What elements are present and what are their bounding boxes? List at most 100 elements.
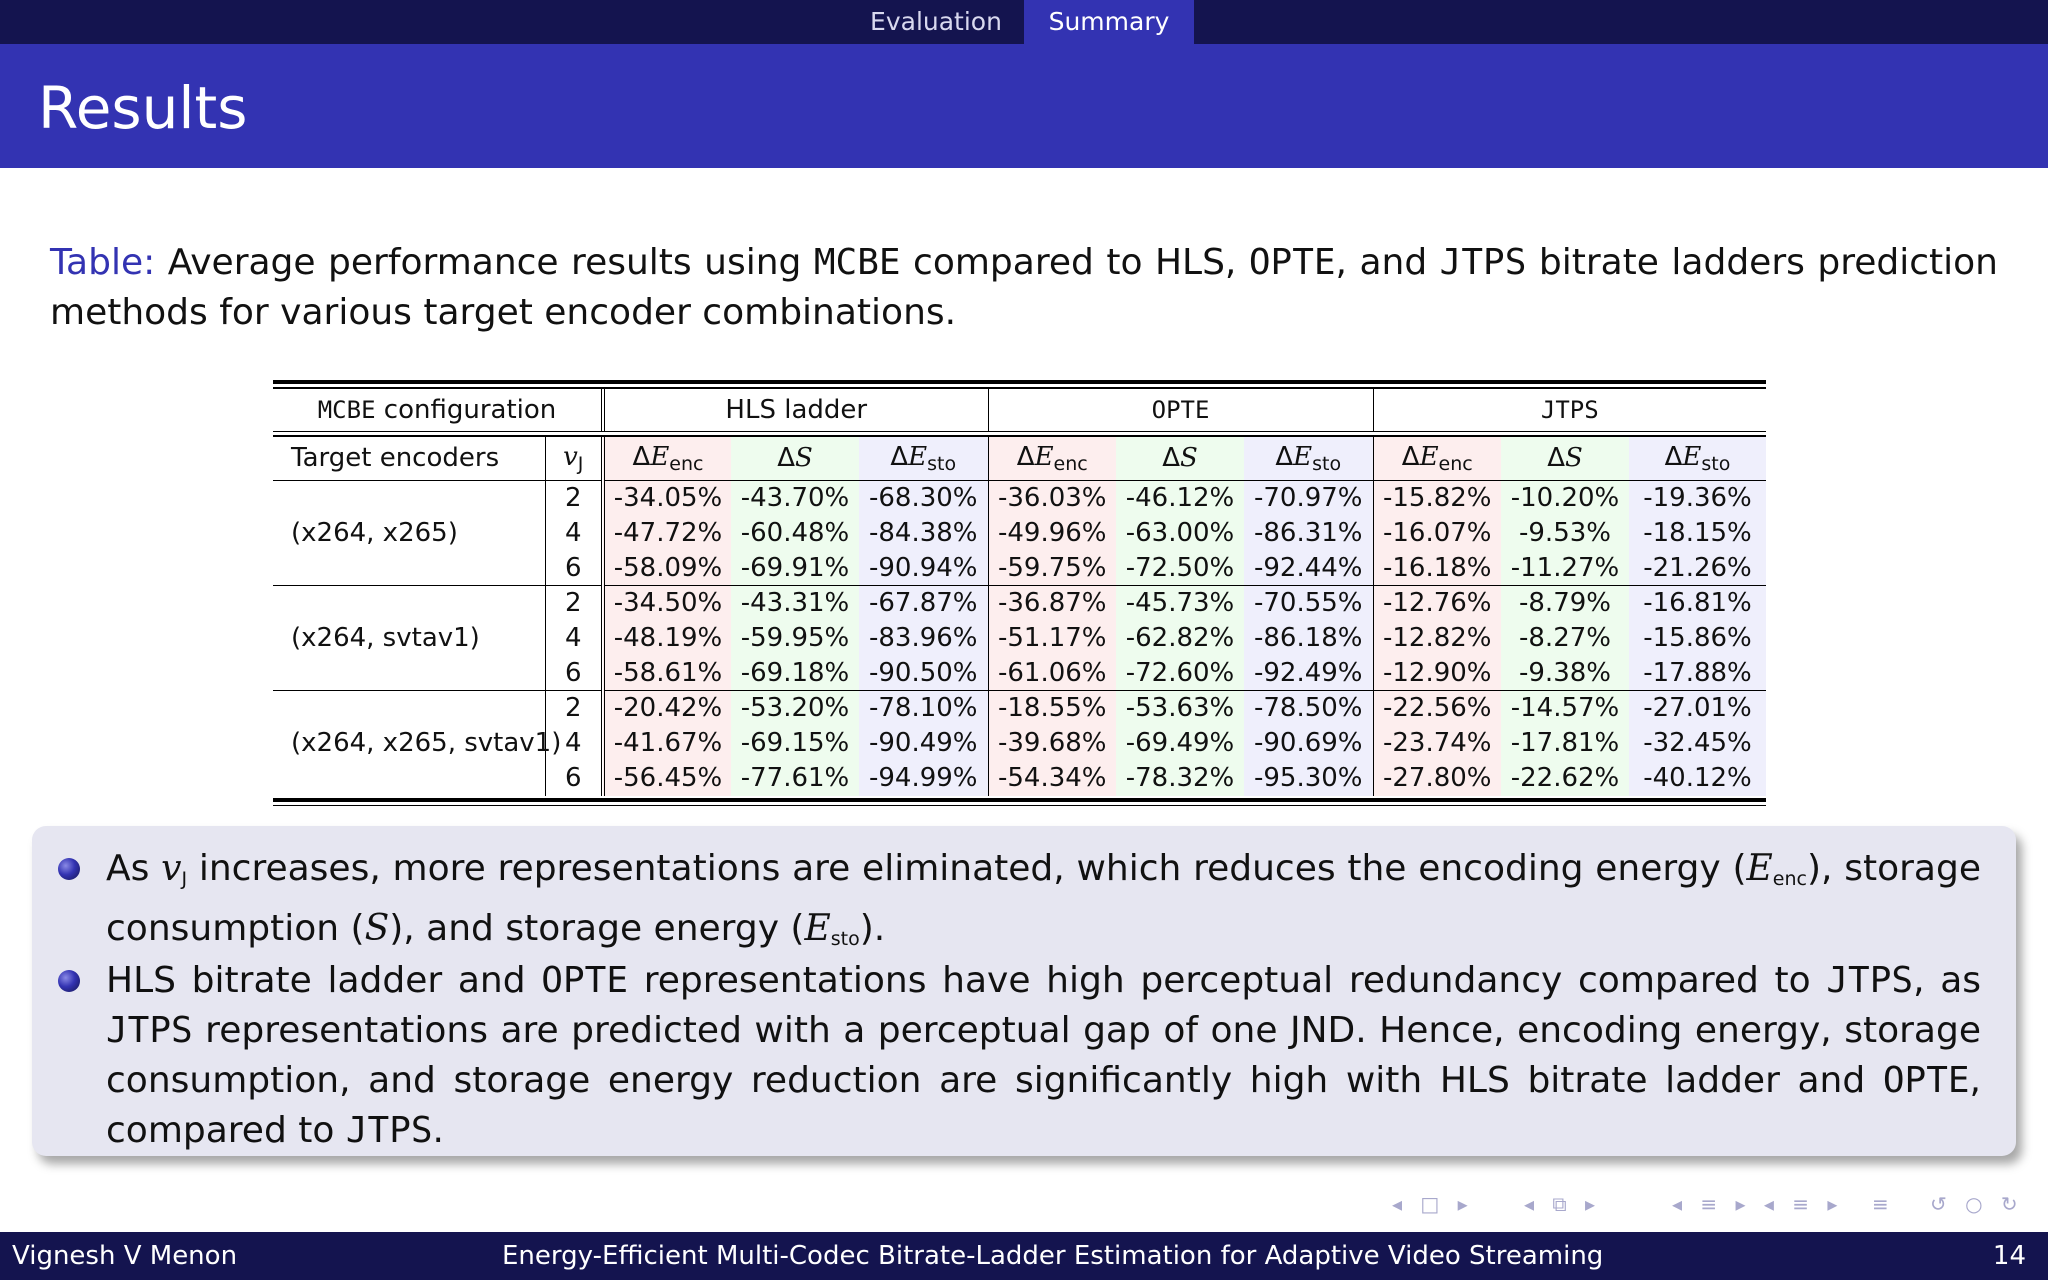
bullet-1: As vJ increases, more representations ar… xyxy=(58,844,1981,964)
table-cell: -39.68% xyxy=(987,725,1116,761)
table-cell: -46.12% xyxy=(1116,480,1244,516)
table-cell: -21.26% xyxy=(1629,550,1766,586)
table-cell: -68.30% xyxy=(859,480,988,516)
header-metric: ΔS xyxy=(1116,436,1244,481)
table-cell: -11.27% xyxy=(1501,550,1629,586)
table-cell: -95.30% xyxy=(1244,760,1373,796)
table-cell: -92.49% xyxy=(1244,655,1373,691)
table-cell: -83.96% xyxy=(859,620,988,656)
beamer-nav-frame-icon[interactable]: ◂ □ ▸ xyxy=(1392,1192,1474,1216)
table-cell: -67.87% xyxy=(859,585,988,621)
footer: Vignesh V Menon Energy-Efficient Multi-C… xyxy=(0,1232,2048,1280)
nav-item-evaluation[interactable]: Evaluation xyxy=(870,7,1002,36)
table-cell: -60.48% xyxy=(731,515,859,551)
nav-item-summary[interactable]: Summary xyxy=(1024,0,1194,44)
table-cell: -77.61% xyxy=(731,760,859,796)
table-cell: -86.18% xyxy=(1244,620,1373,656)
table-cell: -22.62% xyxy=(1501,760,1629,796)
table-row: (x264, x265) 2 -34.05% -43.70% -68.30% -36.03… xyxy=(273,480,1766,586)
table-cell: -12.90% xyxy=(1372,655,1501,691)
vj-value: 4 xyxy=(544,620,603,656)
caption-label: Table: xyxy=(50,242,156,283)
bullet-dot-icon xyxy=(58,858,80,880)
encoder-combination: (x264, x265, svtav1) xyxy=(273,690,561,796)
vj-value: 4 xyxy=(544,515,603,551)
table-cell: -78.32% xyxy=(1116,760,1244,796)
encoder-combination: (x264, x265) xyxy=(273,480,545,586)
table-cell: -18.15% xyxy=(1629,515,1766,551)
table-cell: -49.96% xyxy=(987,515,1116,551)
title-bar: Results xyxy=(0,44,2048,168)
table-cell: -10.20% xyxy=(1501,480,1629,516)
bullet-dot-icon xyxy=(58,970,80,992)
table-cell: -90.94% xyxy=(859,550,988,586)
beamer-nav-toc-icon[interactable]: ≡ xyxy=(1872,1192,1895,1216)
vj-value: 2 xyxy=(544,585,603,621)
encoder-combination: (x264, svtav1) xyxy=(273,585,545,691)
caption-opte: OPTE xyxy=(1248,242,1336,283)
table-cell: -36.03% xyxy=(987,480,1116,516)
table-bottom-rule-thin xyxy=(273,804,1766,806)
header-metric: ΔS xyxy=(731,436,859,481)
table-cell: -69.91% xyxy=(731,550,859,586)
table-cell: -90.49% xyxy=(859,725,988,761)
table-cell: -62.82% xyxy=(1116,620,1244,656)
table-cell: -59.75% xyxy=(987,550,1116,586)
footer-author: Vignesh V Menon xyxy=(12,1241,238,1271)
table-cell: -45.73% xyxy=(1116,585,1244,621)
vj-value: 2 xyxy=(544,690,603,726)
header-target-encoders: Target encoders xyxy=(291,443,500,474)
header-vj: vJ xyxy=(544,436,603,481)
table-cell: -41.67% xyxy=(601,725,731,761)
table-cell: -69.49% xyxy=(1116,725,1244,761)
vj-value: 6 xyxy=(544,760,603,796)
caption-text-4: bitrate ladders prediction methods for v… xyxy=(50,242,1998,333)
slide-title: Results xyxy=(38,74,248,142)
table-cell: -86.31% xyxy=(1244,515,1373,551)
caption-jtps: JTPS xyxy=(1439,242,1527,283)
table-cell: -8.27% xyxy=(1501,620,1629,656)
footer-page-number: 14 xyxy=(1992,1241,2026,1271)
header-hls: HLS ladder xyxy=(600,388,989,431)
table-cell: -61.06% xyxy=(987,655,1116,691)
table-bottom-rule xyxy=(273,797,1766,802)
table-row: 6 -58.61% -69.18% -90.50% -61.06% -72.60% -92.… xyxy=(273,655,1766,691)
table-cell: -40.12% xyxy=(1629,760,1766,796)
table-cell: -72.50% xyxy=(1116,550,1244,586)
header-metric: ΔEsto xyxy=(1244,436,1373,481)
table-cell: -70.55% xyxy=(1244,585,1373,621)
table-cell: -17.81% xyxy=(1501,725,1629,761)
header-metric: ΔEenc xyxy=(1372,436,1501,481)
table-cell: -78.10% xyxy=(859,690,988,726)
header-config: MCBE configuration xyxy=(317,394,557,425)
table-cell: -69.18% xyxy=(731,655,859,691)
caption-mcbe: MCBE xyxy=(813,242,901,283)
beamer-nav-subsection-icon[interactable]: ◂ ⧉ ▸ xyxy=(1524,1192,1602,1216)
table-cell: -63.00% xyxy=(1116,515,1244,551)
header-jtps: JTPS xyxy=(1372,388,1767,431)
header-metric: ΔEsto xyxy=(859,436,988,481)
table-cell: -47.72% xyxy=(601,515,731,551)
table-row: (x264, x265, svtav1) 2 -20.42% -53.20% -78.1… xyxy=(273,690,1766,796)
vj-value: 6 xyxy=(544,655,603,691)
bullet-2: HLS bitrate ladder and OPTE representati… xyxy=(58,956,1981,1156)
table-top-rule xyxy=(273,380,1766,384)
table-cell: -34.05% xyxy=(601,480,731,516)
header-opte: OPTE xyxy=(987,388,1374,431)
table-cell: -94.99% xyxy=(859,760,988,796)
table-cell: -18.55% xyxy=(987,690,1116,726)
vj-value: 2 xyxy=(544,480,603,516)
table-cell: -43.70% xyxy=(731,480,859,516)
table-cell: -43.31% xyxy=(731,585,859,621)
table-cell: -92.44% xyxy=(1244,550,1373,586)
table-cell: -53.63% xyxy=(1116,690,1244,726)
table-cell: -84.38% xyxy=(859,515,988,551)
table-cell: -34.50% xyxy=(601,585,731,621)
vj-value: 4 xyxy=(544,725,603,761)
table-cell: -23.74% xyxy=(1372,725,1501,761)
beamer-nav-section-icon[interactable]: ◂ ≡ ▸ ◂ ≡ ▸ xyxy=(1672,1192,1844,1216)
caption-text-1: Average performance results using xyxy=(167,242,814,283)
table-header-2: Target encoders vJ ΔEenc ΔS ΔEsto ΔEenc ΔS ΔE… xyxy=(273,436,1766,481)
table-cell: -16.18% xyxy=(1372,550,1501,586)
beamer-nav-search-icon[interactable]: ↺ ○ ↻ xyxy=(1930,1192,2024,1216)
